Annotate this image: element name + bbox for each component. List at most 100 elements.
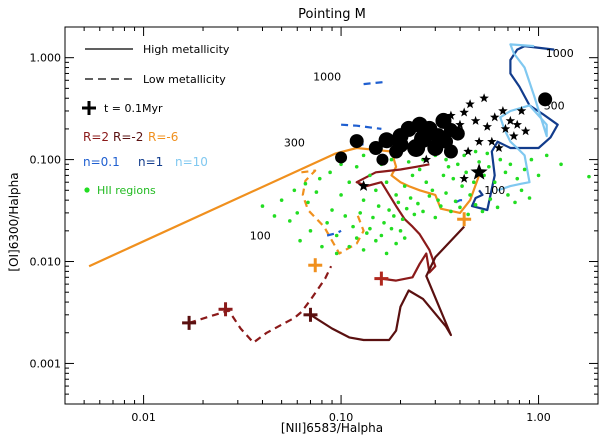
density-annotation: 1000 [313,70,341,83]
legend-time-label: t = 0.1Myr [104,102,163,115]
hii-region-point [343,214,348,218]
hii-region-point [464,170,468,175]
observed-star [455,119,465,129]
observed-star [479,93,489,103]
hii-region-point [394,241,398,246]
hii-region-point [444,191,448,195]
y-tick-label: 0.010 [30,256,62,269]
observed-circles [335,92,553,166]
hii-region-point [361,153,366,158]
hii-region-point [374,188,378,193]
series-line [301,169,365,255]
hii-region-point [433,215,438,220]
legend-plus-icon [82,101,96,115]
observed-star [500,123,511,133]
hii-region-point [368,173,372,178]
hii-region-point [451,176,456,181]
legend-n-label: n=10 [175,155,208,169]
hii-region-point [272,214,277,218]
hii-region-point [480,209,485,214]
hii-region-point [328,170,332,175]
hii-region-point [374,238,378,243]
hii-region-point [503,170,508,175]
observed-star [509,131,519,141]
hii-region-point [379,233,384,238]
hii-region-point [444,157,448,162]
hii-region-point [287,219,292,223]
hii-region-point [396,200,401,205]
hii-region-point [347,244,352,249]
legend-r-label: R=2 [83,130,109,144]
density-annotations: 1000 1000 300 300 100 100 [250,47,574,243]
series-line [88,146,481,268]
legend-low-metallicity: Low metallicity [143,73,226,86]
hii-region-point [402,184,407,188]
series-line [363,80,387,86]
hii-region-point [458,205,462,210]
hii-region-point [424,180,429,185]
hii-region-point [436,198,440,202]
hii-region-point [325,220,329,225]
hii-region-point [430,188,435,193]
observed-star [512,119,522,129]
hii-region-point [404,206,409,211]
hii-region-point [382,220,386,225]
observed-stars [357,93,531,191]
observed-circle [376,153,389,166]
observed-star [463,146,473,156]
observed-star [474,136,484,146]
hii-region-point [320,244,324,249]
plus-marker [457,212,472,227]
hii-region-point [339,193,343,197]
time-markers [182,212,472,330]
legend: High metallicity Low metallicity t = 0.1… [82,43,230,197]
observed-star [459,107,469,117]
series-line [341,123,382,130]
hii-region-point [410,173,415,178]
plus-marker [374,271,389,286]
hii-region-point [449,209,453,214]
density-annotation: 1000 [546,47,574,60]
hii-region-point [519,188,524,193]
hii-region-point [308,229,313,233]
hii-region-point [529,157,534,162]
hii-region-point [292,188,297,193]
observed-star [490,112,500,122]
hii-region-point [392,214,396,218]
hii-region-point [389,226,394,231]
hii-region-point [416,201,420,206]
observed-circle [450,126,465,141]
hii-region-point [376,204,381,208]
x-tick-label: 0.10 [329,411,354,424]
observed-star [470,163,488,180]
series-line [309,225,466,342]
hii-region-point [473,203,478,207]
hii-region-point [439,204,443,208]
observed-circle [389,144,404,159]
observed-circle [443,144,458,159]
hii-region-point [334,233,339,238]
hii-region-point [394,193,398,197]
legend-green-dot-icon [84,187,90,193]
hii-region-point [402,236,407,240]
hii-region-point [389,157,394,162]
hii-region-point [453,199,458,204]
density-annotation: 100 [250,229,271,242]
observed-star [482,121,492,131]
chart-title: Pointing M [298,7,366,22]
hii-region-point [334,251,339,256]
density-annotation: 300 [284,136,305,149]
observed-star [446,110,456,120]
hii-region-point [473,149,478,154]
hii-region-point [587,174,591,179]
hii-region-point [368,226,372,231]
hii-region-point [417,167,422,172]
observed-star [498,106,508,115]
hii-region-point [303,181,308,186]
hii-region-point [421,209,425,214]
hii-region-point [455,162,460,167]
observed-circle [538,92,553,107]
series-line [188,265,333,344]
legend-r-label: R=-6 [148,130,178,144]
